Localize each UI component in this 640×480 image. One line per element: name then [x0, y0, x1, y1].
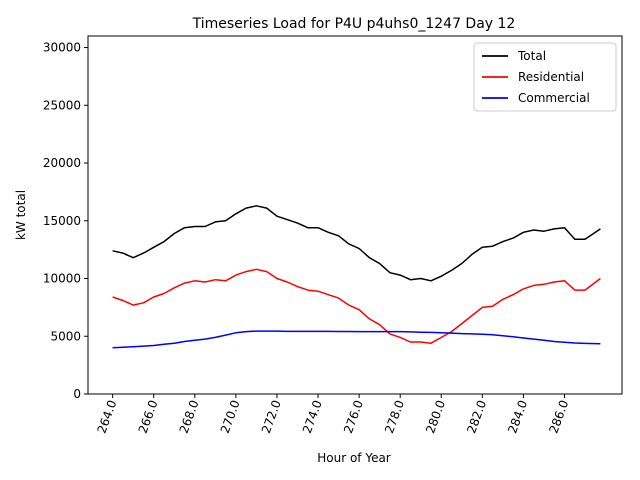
x-tick-label: 280.0 [423, 398, 448, 435]
plot-area [112, 205, 601, 349]
legend-label-residential: Residential [518, 70, 584, 84]
y-tick-label: 10000 [43, 272, 81, 286]
series-line-commercial [112, 330, 601, 349]
y-tick-label: 20000 [43, 156, 81, 170]
x-tick-label: 278.0 [382, 398, 407, 435]
y-tick-label: 30000 [43, 41, 81, 55]
x-tick-label: 264.0 [95, 398, 120, 435]
x-axis-label: Hour of Year [317, 451, 391, 465]
x-tick-label: 284.0 [505, 398, 530, 435]
axes: 0 5000 10000 15000 20000 25000 30000 264.0 266.0… [43, 35, 623, 435]
y-tick-label: 0 [73, 387, 81, 401]
x-tick-label: 272.0 [259, 398, 284, 435]
x-tick-label: 270.0 [218, 398, 243, 435]
y-tick-label: 15000 [43, 214, 81, 228]
x-tick-label: 266.0 [136, 398, 161, 435]
legend-label-commercial: Commercial [518, 91, 590, 105]
x-tick-label: 282.0 [464, 398, 489, 435]
legend-label-total: Total [517, 49, 546, 63]
series-line-residential [112, 268, 601, 344]
legend-box [473, 42, 617, 112]
x-tick-label: 276.0 [341, 398, 366, 435]
series-line-total [112, 205, 601, 282]
y-tick-label: 5000 [50, 329, 81, 343]
x-tick-label: 274.0 [300, 398, 325, 435]
x-tick-label: 268.0 [177, 398, 202, 435]
chart-title: Timeseries Load for P4U p4uhs0_1247 Day … [192, 16, 516, 32]
y-tick-label: 25000 [43, 98, 81, 112]
plot-frame [87, 35, 623, 395]
y-axis-label: kW total [14, 190, 28, 240]
x-tick-label: 286.0 [546, 398, 571, 435]
legend: Total Residential Commercial [473, 42, 617, 112]
